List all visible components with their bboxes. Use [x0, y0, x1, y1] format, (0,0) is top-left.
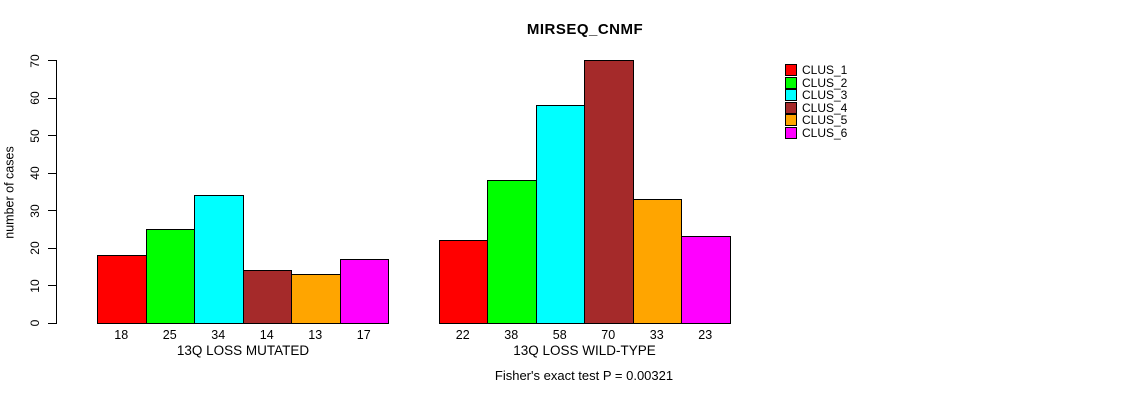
bar-value-label: 25 [162, 328, 177, 342]
bar-clus_1 [438, 240, 488, 324]
y-axis-tick-label: 70 [28, 53, 42, 68]
bar-clus_3 [194, 195, 244, 324]
y-axis-tick [48, 60, 56, 61]
y-axis-tick-label: 10 [28, 278, 42, 293]
y-axis-tick-label: 50 [28, 128, 42, 143]
bar-clus_6 [339, 258, 389, 324]
bar-value-label: 33 [649, 328, 664, 342]
legend-swatch-icon [785, 89, 797, 102]
bar-value-label: 23 [698, 328, 713, 342]
legend-item: CLUS_4 [785, 100, 848, 115]
legend-swatch-icon [785, 76, 797, 89]
bar-clus_2 [487, 180, 537, 324]
annotation-fisher-test: Fisher's exact test P = 0.00321 [494, 368, 674, 383]
bar-clus_5 [291, 273, 341, 324]
legend-label: CLUS_4 [802, 100, 848, 115]
bar-clus_4 [242, 270, 292, 324]
y-axis-tick [48, 210, 56, 211]
bar-value-label: 17 [356, 328, 371, 342]
y-axis-tick-label: 20 [28, 241, 42, 255]
y-axis-tick-label: 30 [28, 203, 42, 218]
bar-value-label: 34 [211, 328, 226, 342]
legend: CLUS_1 CLUS_2 CLUS_3 CLUS_4 CLUS_5 CLUS_6 [785, 63, 848, 140]
legend-label: CLUS_2 [802, 75, 848, 90]
bar-clus_4 [584, 60, 634, 324]
bar-clus_2 [145, 228, 195, 324]
y-axis-tick-label: 60 [28, 91, 42, 105]
legend-label: CLUS_1 [802, 63, 848, 78]
bar-value-label: 22 [455, 328, 470, 342]
bar-clus_6 [681, 236, 731, 324]
bar-clus_1 [97, 255, 147, 324]
bar-value-label: 58 [552, 328, 567, 342]
bar-value-label: 14 [259, 328, 274, 342]
legend-label: CLUS_3 [802, 88, 848, 103]
bar-value-label: 13 [308, 328, 323, 342]
y-axis-tick-label: 40 [28, 166, 42, 180]
bar-clus_3 [535, 105, 585, 324]
y-axis-tick [48, 135, 56, 136]
bar-clus_5 [632, 198, 682, 324]
legend-swatch-icon [785, 126, 797, 139]
legend-item: CLUS_1 [785, 63, 848, 78]
bar-value-label: 38 [504, 328, 519, 342]
legend-swatch-icon [785, 64, 797, 77]
x-axis-group-label: 13Q LOSS MUTATED [176, 343, 310, 358]
bar-value-label: 70 [601, 328, 616, 342]
y-axis-tick-label: 0 [28, 319, 42, 327]
y-axis-tick [48, 97, 56, 99]
y-axis-tick [48, 172, 56, 174]
bar-value-label: 18 [114, 328, 129, 342]
y-axis-line [56, 60, 57, 324]
legend-item: CLUS_5 [785, 113, 848, 128]
legend-swatch-icon [785, 101, 797, 114]
legend-label: CLUS_6 [802, 125, 848, 140]
legend-item: CLUS_6 [785, 125, 848, 140]
chart-title: MIRSEQ_CNMF [526, 21, 644, 38]
y-axis-tick [48, 247, 56, 249]
y-axis-tick [48, 322, 56, 324]
legend-label: CLUS_5 [802, 113, 848, 128]
legend-item: CLUS_2 [785, 75, 848, 90]
legend-item: CLUS_3 [785, 88, 848, 103]
y-axis-tick [48, 285, 56, 286]
legend-swatch-icon [785, 114, 797, 127]
x-axis-group-label: 13Q LOSS WILD-TYPE [513, 343, 656, 358]
